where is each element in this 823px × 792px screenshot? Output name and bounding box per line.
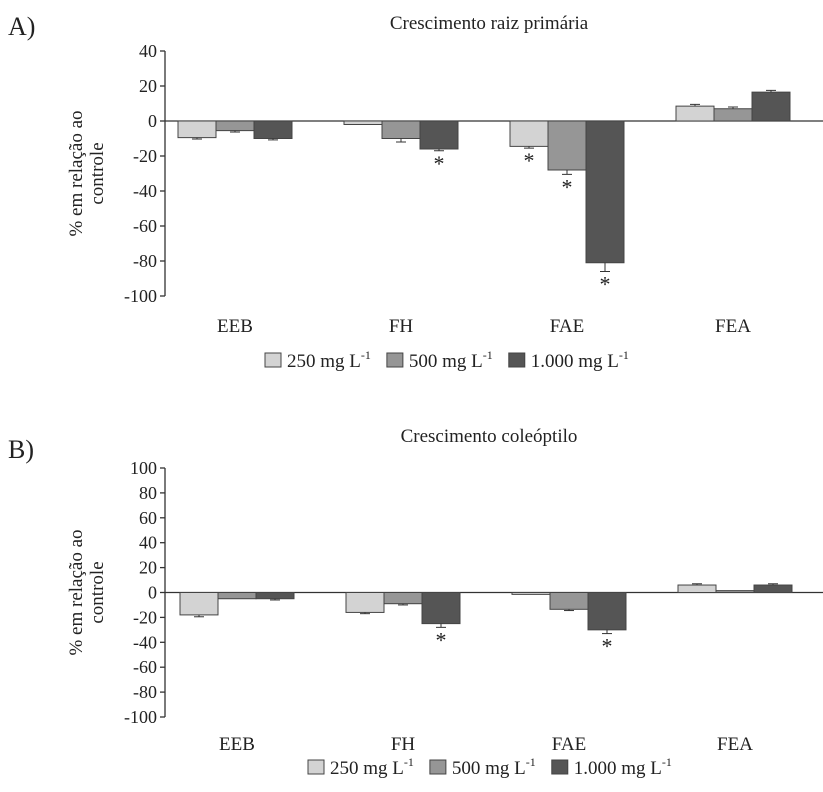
legend-swatch [307, 759, 325, 775]
bar [215, 120, 255, 132]
bar [585, 120, 625, 264]
y-tick-label: -60 [133, 657, 157, 677]
y-tick-label: -40 [133, 181, 157, 201]
legend-label-text: 500 mg L [409, 351, 483, 372]
y-tick-label: 40 [139, 533, 157, 553]
y-axis-title-line: % em relação ao [66, 110, 87, 236]
significance-marker: * [600, 272, 611, 297]
legend-label-text: 1.000 mg L [574, 758, 662, 779]
chart-panel-b: B) Crescimento coleóptilo 100 80 60 40 20 0 -20 -… [8, 426, 823, 779]
bar [381, 120, 421, 139]
y-tick-label: -20 [133, 146, 157, 166]
bar [751, 91, 791, 122]
legend-label-superscript: -1 [526, 755, 536, 769]
y-axis-title-line: controle [87, 142, 108, 204]
x-tick-label: FAE [552, 734, 586, 755]
y-axis-title-line: % em relação ao [66, 529, 87, 655]
bar [217, 592, 257, 600]
bar [549, 592, 589, 610]
y-tick-label: 80 [139, 483, 157, 503]
legend-swatch [386, 352, 404, 368]
bar [343, 120, 383, 125]
y-tick-label: 0 [148, 111, 157, 131]
y-tick-label: -100 [124, 707, 157, 727]
bar [177, 120, 217, 139]
y-axis-title: % em relação aocontrole [66, 529, 108, 655]
bar [253, 120, 293, 139]
x-tick-label: FH [389, 316, 414, 337]
legend-label: 500 mg L-1 [452, 755, 536, 779]
y-tick-label: -100 [124, 286, 157, 306]
legend-swatch [551, 759, 569, 775]
legend-swatch [508, 352, 526, 368]
bar [715, 590, 755, 594]
significance-marker: * [602, 634, 613, 659]
x-tick-label: FH [391, 734, 416, 755]
legend-label-superscript: -1 [483, 348, 493, 362]
chart-title: Crescimento coleóptilo [401, 426, 578, 447]
legend-label: 250 mg L-1 [287, 348, 371, 372]
legend-label-text: 500 mg L [452, 758, 526, 779]
bar [421, 592, 461, 625]
y-tick-label: 40 [139, 41, 157, 61]
x-tick-label: FEA [717, 734, 753, 755]
y-axis-title: % em relação aocontrole [66, 110, 108, 236]
legend-label-text: 1.000 mg L [531, 351, 619, 372]
y-tick-label: -60 [133, 216, 157, 236]
bar [419, 120, 459, 150]
legend-label-superscript: -1 [404, 755, 414, 769]
y-tick-label: -80 [133, 251, 157, 271]
legend-label: 250 mg L-1 [330, 755, 414, 779]
legend-label: 500 mg L-1 [409, 348, 493, 372]
bar [713, 108, 753, 122]
legend-label-superscript: -1 [361, 348, 371, 362]
x-tick-label: FAE [550, 316, 584, 337]
bar [753, 584, 793, 594]
chart-title: Crescimento raiz primária [390, 13, 589, 34]
y-tick-label: -40 [133, 632, 157, 652]
legend-label: 1.000 mg L-1 [531, 348, 629, 372]
bar [179, 592, 219, 616]
legend-label-text: 250 mg L [287, 351, 361, 372]
y-tick-label: 20 [139, 558, 157, 578]
significance-marker: * [436, 627, 447, 652]
legend-swatch [264, 352, 282, 368]
bar [675, 105, 715, 122]
y-tick-label: 0 [148, 583, 157, 603]
legend-swatch [429, 759, 447, 775]
panel-label: B) [8, 435, 34, 464]
x-tick-label: EEB [217, 316, 253, 337]
significance-marker: * [524, 148, 535, 173]
legend-label-superscript: -1 [662, 755, 672, 769]
bar [587, 592, 627, 631]
bar [255, 592, 295, 600]
chart-panel-a: A) Crescimento raiz primária 40 20 0 -20 -40 -6… [8, 12, 823, 372]
bar [509, 120, 549, 147]
legend-label: 1.000 mg L-1 [574, 755, 672, 779]
y-tick-label: -80 [133, 682, 157, 702]
x-tick-label: FEA [715, 316, 751, 337]
significance-marker: * [434, 151, 445, 176]
x-tick-label: EEB [219, 734, 255, 755]
significance-marker: * [562, 174, 573, 199]
legend-label-text: 250 mg L [330, 758, 404, 779]
bar [511, 592, 551, 595]
bar [677, 584, 717, 594]
y-tick-label: 60 [139, 508, 157, 528]
legend: 250 mg L-1 500 mg L-1 1.000 mg L-1 [307, 755, 672, 779]
y-tick-label: 100 [130, 458, 157, 478]
legend-label-superscript: -1 [619, 348, 629, 362]
panel-label: A) [8, 12, 35, 41]
legend: 250 mg L-1 500 mg L-1 1.000 mg L-1 [264, 348, 629, 372]
bar [383, 592, 423, 605]
y-axis-title-line: controle [87, 561, 108, 623]
y-tick-label: 20 [139, 76, 157, 96]
bar [345, 592, 385, 613]
y-tick-label: -20 [133, 607, 157, 627]
bar [547, 120, 587, 171]
